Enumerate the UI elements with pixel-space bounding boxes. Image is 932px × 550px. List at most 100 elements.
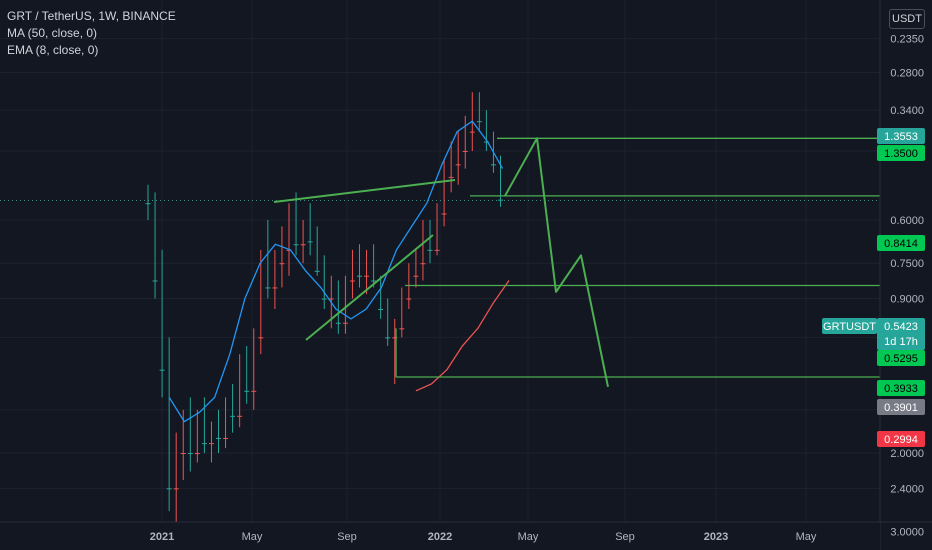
- price-marker-value: 1.3553: [884, 131, 918, 143]
- bar-countdown: 1d 17h: [884, 336, 918, 348]
- candle-body: [413, 275, 419, 277]
- candle-body: [251, 390, 257, 392]
- time-tick-label: 2021: [150, 531, 174, 543]
- candle-body: [272, 287, 278, 289]
- upper-trendline: [273, 179, 456, 203]
- candle-body: [201, 443, 207, 445]
- symbol-title[interactable]: GRT / TetherUS, 1W, BINANCE: [7, 9, 176, 23]
- ma-indicator-label[interactable]: MA (50, close, 0): [7, 26, 98, 40]
- candle-body: [448, 176, 454, 178]
- candle-body: [498, 199, 503, 201]
- ema-indicator-label[interactable]: EMA (8, close, 0): [7, 43, 99, 57]
- candle-body: [385, 337, 391, 339]
- symbol-tag-text: GRTUSDT: [823, 321, 876, 333]
- lower-trendline: [305, 234, 434, 341]
- drawings[interactable]: [273, 137, 880, 388]
- time-tick-label: May: [796, 531, 817, 543]
- candle-body: [357, 275, 362, 277]
- candle-body: [279, 263, 285, 265]
- candles: [145, 92, 503, 525]
- candle-body: [180, 453, 186, 455]
- candle-body: [399, 328, 405, 330]
- time-tick-label: May: [518, 531, 539, 543]
- price-tick-label: 0.3400: [890, 105, 924, 117]
- currency-unit-badge[interactable]: USDT: [889, 9, 925, 29]
- ma50-line: [415, 280, 510, 392]
- candle-body: [476, 121, 482, 123]
- ema8-line: [168, 120, 504, 423]
- candle-body: [392, 337, 398, 339]
- time-tick-label: Sep: [615, 531, 635, 543]
- price-marker-box: [877, 128, 925, 144]
- candle-body: [328, 298, 334, 300]
- candle-body: [314, 270, 320, 272]
- candle-body: [293, 244, 299, 246]
- current-price-value: 0.5423: [884, 321, 918, 333]
- time-tick-label: May: [242, 531, 263, 543]
- price-tick-label: 2.4000: [890, 483, 924, 495]
- candle-body: [187, 453, 193, 455]
- price-marker-value: 0.3933: [884, 383, 918, 395]
- candle-body: [194, 453, 200, 455]
- price-marker-box: [877, 350, 925, 366]
- price-tick-label: 0.9000: [890, 294, 924, 306]
- candle-body: [300, 244, 306, 246]
- symbol-tag: [822, 318, 877, 334]
- legend: GRT / TetherUS, 1W, BINANCE MA (50, clos…: [7, 8, 176, 59]
- price-labels: 1.3553 1.3500 0.8414 0.5295 0.3933 0.3901 0.29…: [822, 128, 925, 447]
- candle-body: [258, 337, 264, 339]
- price-tick-label: 0.2350: [890, 34, 924, 46]
- candle-body: [230, 415, 236, 417]
- price-marker-value: 0.5295: [884, 353, 918, 365]
- candle-body: [244, 390, 250, 392]
- price-tick-label: 3.0000: [890, 527, 924, 539]
- price-tick-label: 0.7500: [890, 258, 924, 270]
- candle-body: [342, 322, 348, 324]
- indicators: [168, 120, 510, 423]
- candle-body: [349, 280, 355, 282]
- time-axis[interactable]: 2021 May Sep 2022 May Sep 2023 May: [0, 521, 932, 550]
- candle-body: [159, 369, 165, 371]
- price-marker-box: [877, 380, 925, 396]
- candle-body: [490, 164, 496, 166]
- price-marker-value: 1.3500: [884, 148, 918, 160]
- candle-body: [265, 287, 271, 289]
- price-tick-label: 2.0000: [890, 448, 924, 460]
- price-marker-box: [877, 431, 925, 447]
- candle-body: [378, 308, 384, 310]
- candle-body: [455, 164, 461, 166]
- candle-body: [145, 203, 151, 205]
- price-axis[interactable]: 0.23500.28000.34000.42000.60000.75000.90…: [879, 0, 932, 550]
- candle-body: [152, 280, 158, 282]
- price-marker-value: 0.2994: [884, 434, 918, 446]
- time-axis-background: [0, 522, 880, 550]
- price-marker-box: [877, 145, 925, 161]
- price-marker-box: [877, 399, 925, 415]
- price-marker-box: [877, 235, 925, 251]
- candle-body: [371, 280, 377, 282]
- time-tick-label: 2023: [704, 531, 728, 543]
- grid: [0, 0, 880, 522]
- candle-body: [483, 141, 489, 143]
- candle-body: [166, 488, 172, 490]
- price-tick-label: 0.2800: [890, 68, 924, 80]
- candle-body: [469, 131, 475, 133]
- candle-body: [223, 437, 229, 439]
- candle-body: [441, 213, 447, 215]
- candle-body: [427, 249, 433, 251]
- price-tick-label: 0.6000: [890, 215, 924, 227]
- time-tick-label: Sep: [337, 531, 357, 543]
- projection-path: [504, 137, 609, 388]
- candle-body: [462, 151, 468, 153]
- candle-body: [307, 241, 313, 243]
- candle-body: [237, 415, 243, 417]
- current-price-box: [877, 318, 925, 350]
- candle-body: [173, 488, 179, 490]
- candle-body: [406, 298, 412, 300]
- candle-body: [208, 443, 214, 445]
- candle-body: [216, 437, 221, 439]
- price-marker-value: 0.8414: [884, 238, 918, 250]
- candle-body: [420, 263, 426, 265]
